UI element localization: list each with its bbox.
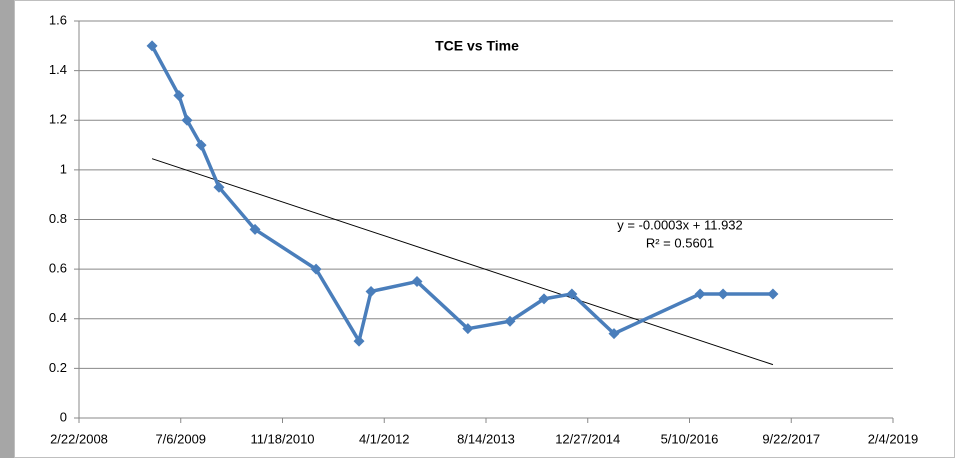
- marker: [566, 288, 578, 300]
- chart-area: [14, 0, 955, 458]
- marker: [411, 276, 423, 288]
- marker: [353, 335, 365, 347]
- y-tick-label: 0: [60, 409, 67, 424]
- chart-title: TCE vs Time: [435, 38, 519, 54]
- y-tick-label: 1.4: [49, 62, 67, 77]
- marker: [365, 285, 377, 297]
- trend-r-squared: R² = 0.5601: [646, 235, 714, 250]
- y-tick-label: 0.2: [49, 360, 67, 375]
- x-tick-label: 12/27/2014: [555, 431, 620, 446]
- y-tick-label: 0.6: [49, 261, 67, 276]
- marker: [608, 328, 620, 340]
- marker: [694, 288, 706, 300]
- x-tick-label: 2/4/2019: [868, 431, 919, 446]
- y-tick-label: 0.8: [49, 211, 67, 226]
- marker: [173, 89, 185, 101]
- x-tick-label: 8/14/2013: [457, 431, 515, 446]
- y-tick-label: 1.6: [49, 12, 67, 27]
- y-tick-label: 1: [60, 161, 67, 176]
- trend-equation: y = -0.0003x + 11.932: [617, 217, 743, 232]
- marker: [181, 114, 193, 126]
- marker: [195, 139, 207, 151]
- trendline: [151, 158, 774, 366]
- marker: [717, 288, 729, 300]
- marker: [767, 288, 779, 300]
- x-tick-label: 5/10/2016: [661, 431, 719, 446]
- series-line: [150, 44, 773, 343]
- marker: [538, 293, 550, 305]
- marker: [146, 40, 158, 52]
- marker: [249, 223, 261, 235]
- y-tick-label: 0.4: [49, 310, 67, 325]
- marker: [310, 263, 322, 275]
- x-tick-label: 9/22/2017: [762, 431, 820, 446]
- x-tick-label: 2/22/2008: [50, 431, 108, 446]
- y-tick-label: 1.2: [49, 112, 67, 127]
- marker: [462, 323, 474, 335]
- x-tick-label: 4/1/2012: [359, 431, 410, 446]
- x-tick-label: 7/6/2009: [155, 431, 206, 446]
- marker: [504, 315, 516, 327]
- x-tick-label: 11/18/2010: [250, 431, 314, 446]
- marker: [213, 181, 225, 193]
- side-strip: [0, 0, 14, 458]
